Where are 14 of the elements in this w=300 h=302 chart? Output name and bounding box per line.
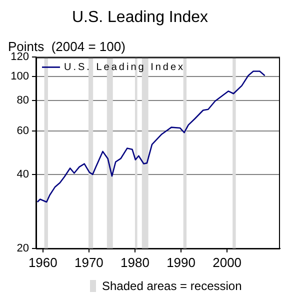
y-tick-label: 40 (16, 168, 29, 180)
x-tick-label: 1990 (166, 254, 196, 270)
x-tick-label: 1960 (28, 254, 58, 270)
y-tick-label: 100 (10, 70, 29, 83)
x-tick-label: 2000 (212, 254, 242, 270)
text: Shaded areas = recession (102, 279, 242, 293)
y-tick-label: 80 (16, 94, 29, 106)
y-tick-label: 60 (16, 125, 29, 138)
y-tick-label: 20 (16, 242, 29, 254)
chart-title: U.S. Leading Index (72, 9, 208, 26)
x-tick-label: 1970 (74, 254, 104, 270)
y-tick-label: 120 (10, 51, 29, 64)
legend-label: U.S. Leading Index (64, 62, 186, 73)
x-tick-label: 1980 (120, 254, 150, 270)
